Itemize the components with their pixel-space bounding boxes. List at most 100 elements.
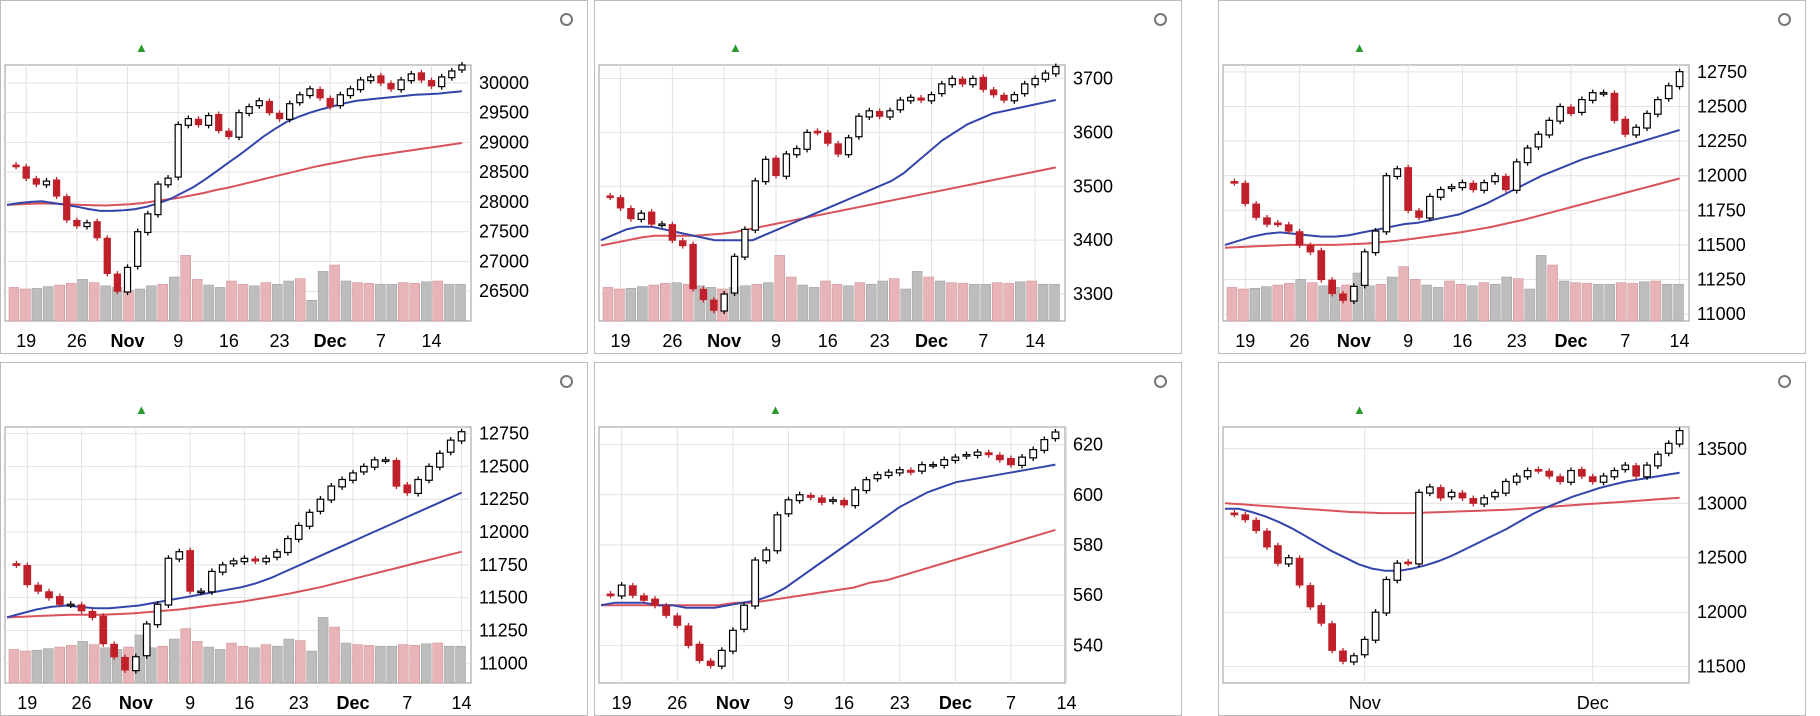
- candlestick: [215, 111, 223, 134]
- candlestick: [356, 76, 365, 93]
- candlestick: [66, 601, 75, 609]
- price-chart[interactable]: 12750 12500 12250 12000 11750 11500 11250 11000…: [1219, 59, 1807, 353]
- close-summary: ▲: [1337, 399, 1366, 419]
- x-tick-label: Nov: [119, 693, 153, 713]
- volume-bar: [831, 283, 843, 322]
- volume-bar: [272, 283, 283, 322]
- x-tick-label: 14: [452, 693, 472, 713]
- volume-bar: [260, 282, 272, 322]
- candlestick: [695, 641, 704, 664]
- sma-fast-line: [600, 99, 1057, 242]
- candlestick: [940, 456, 949, 469]
- stockcharts-logo: [1154, 9, 1171, 31]
- candlestick: [906, 467, 915, 476]
- candlestick: [1010, 91, 1019, 104]
- volume-bar: [398, 282, 409, 322]
- candlestick: [32, 175, 40, 188]
- volume-bar: [157, 645, 169, 684]
- candlestick: [855, 113, 863, 140]
- x-tick-label: Dec: [336, 693, 369, 713]
- candlestick: [1051, 428, 1060, 442]
- volume-bar: [637, 286, 648, 322]
- chart-panel[interactable]: ▲ 620 600 580 560 540 19 26 Nov 9 16 23 Dec 7 14: [594, 362, 1182, 716]
- candlestick: [316, 86, 324, 101]
- volume-bar: [77, 279, 88, 322]
- y-tick-label: 11750: [479, 555, 528, 575]
- chart-panel[interactable]: ▲ 13500 13000 12500 12000 11500 Nov Dec: [1218, 362, 1806, 716]
- volume-bar: [1478, 282, 1490, 322]
- candlestick: [896, 96, 905, 113]
- candlestick: [865, 107, 873, 121]
- volume-bar: [1581, 283, 1593, 322]
- candlestick: [1007, 455, 1015, 468]
- sma-slow-line: [6, 550, 462, 619]
- volume-bar: [934, 280, 946, 322]
- y-tick-label: 11750: [1697, 200, 1746, 220]
- price-chart[interactable]: 13500 13000 12500 12000 11500 Nov Dec: [1219, 421, 1807, 715]
- candlestick: [651, 596, 659, 609]
- x-tick-label: 7: [376, 331, 386, 351]
- x-tick-label: Dec: [314, 331, 347, 351]
- candlestick: [438, 73, 446, 90]
- volume-bar: [1616, 282, 1627, 322]
- volume-bar: [226, 642, 237, 684]
- volume-bar: [54, 284, 65, 322]
- volume-bar: [180, 628, 191, 684]
- volume-bar: [340, 280, 352, 322]
- candlestick: [1350, 283, 1358, 305]
- price-chart[interactable]: 30000 29500 29000 28500 28000 27500 27000 26500…: [1, 59, 589, 353]
- chart-panel[interactable]: ▲ 3700 3600 3500 3400 3300 19 26 Nov 9 16 23 Dec 7 14: [594, 0, 1182, 354]
- price-chart[interactable]: 620 600 580 560 540 19 26 Nov 9 16 23 Dec 7 14: [595, 421, 1183, 715]
- candlestick: [1000, 92, 1008, 104]
- chart-panel[interactable]: ▲ 12750 12500 12250 12000 11750 11500 11250 1100…: [1218, 0, 1806, 354]
- candlestick: [673, 612, 682, 629]
- volume-bar: [625, 287, 637, 322]
- candlestick: [1317, 602, 1326, 627]
- volume-bar: [317, 271, 329, 322]
- candlestick: [717, 647, 726, 670]
- volume-bar: [980, 283, 992, 322]
- chart-panel[interactable]: ▲ 12750 12500 12250 12000 11750 11500 11250 1100…: [0, 362, 588, 716]
- candlestick: [448, 67, 456, 81]
- candlestick: [782, 150, 791, 180]
- volume-bar: [180, 255, 191, 322]
- candlestick: [204, 112, 213, 129]
- candlestick: [154, 180, 162, 218]
- volume-bar: [363, 283, 375, 322]
- chart-header: [7, 369, 581, 395]
- price-chart[interactable]: 3700 3600 3500 3400 3300 19 26 Nov 9 16 23 Dec 7 14: [595, 59, 1183, 353]
- volume-bar: [169, 638, 180, 684]
- volume-bar: [1306, 282, 1318, 322]
- candlestick: [762, 546, 771, 564]
- candlestick: [113, 271, 122, 295]
- chart-panel[interactable]: ▲ 30000 29500 29000 28500 28000 27500 27000 2650…: [0, 0, 588, 354]
- candlestick: [1371, 227, 1380, 256]
- volume-bar: [191, 641, 203, 684]
- up-arrow-icon: ▲: [1353, 402, 1366, 417]
- volume-bar: [1003, 283, 1014, 322]
- candlestick: [1469, 180, 1478, 193]
- candlestick: [844, 134, 853, 158]
- volume-bar: [877, 280, 888, 322]
- volume-bar: [1593, 283, 1604, 322]
- volume-bar: [432, 642, 443, 684]
- volume-bar: [1570, 282, 1581, 322]
- volume-bar: [420, 281, 432, 322]
- candlestick: [1230, 510, 1239, 518]
- volume-bar: [969, 283, 980, 322]
- stockcharts-logo: [1778, 9, 1795, 31]
- volume-bar: [1284, 283, 1295, 322]
- y-tick-label: 28000: [479, 192, 529, 212]
- candlestick: [751, 556, 760, 610]
- copyright-icon: [560, 13, 573, 26]
- volume-bar: [648, 284, 659, 322]
- volume-bar: [614, 288, 625, 322]
- candlestick: [886, 107, 894, 121]
- y-tick-label: 12000: [479, 522, 529, 542]
- candlestick: [740, 602, 748, 633]
- price-chart[interactable]: 12750 12500 12250 12000 11750 11500 11250 11000…: [1, 421, 589, 715]
- candlestick: [995, 452, 1004, 463]
- stockcharts-logo: [1778, 371, 1795, 393]
- volume-bar: [260, 644, 272, 684]
- volume-bar: [146, 285, 157, 322]
